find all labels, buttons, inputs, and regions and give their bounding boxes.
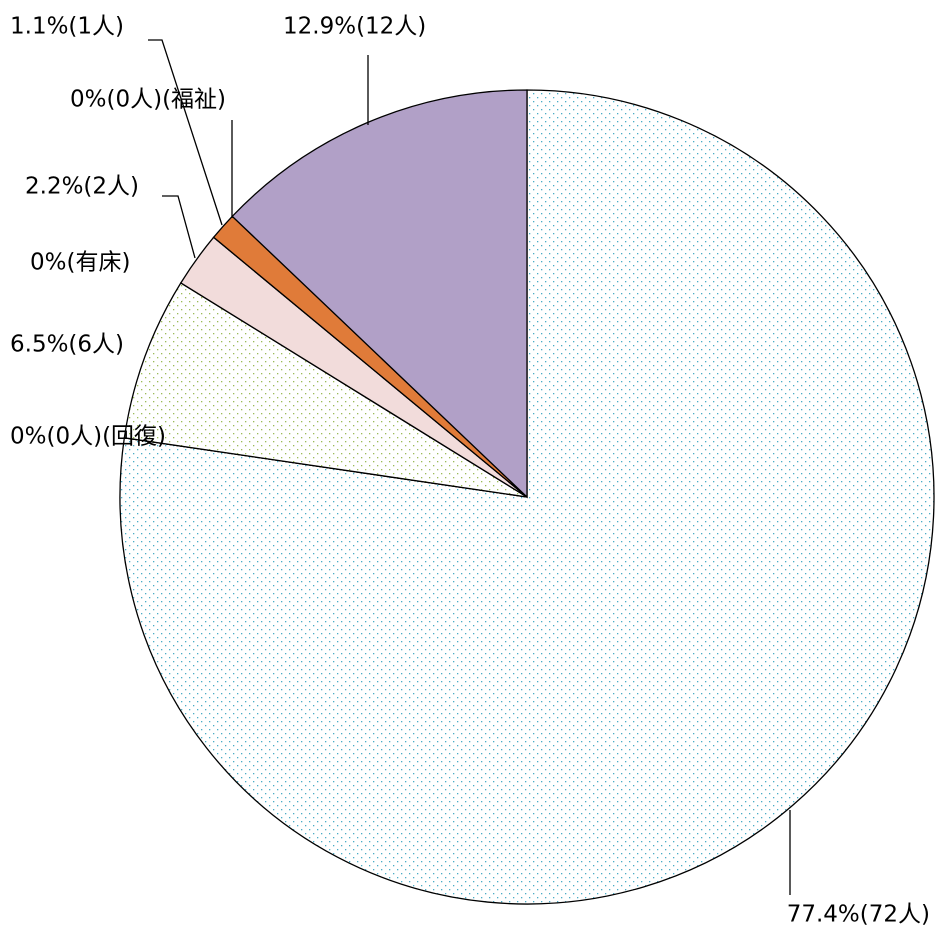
pie-slice xyxy=(231,89,528,499)
pie xyxy=(119,89,935,905)
leader-line xyxy=(148,39,223,226)
data-label: 12.9%(12人) xyxy=(283,14,426,40)
data-label: 0%(0人)(回復) xyxy=(10,424,166,450)
data-label: 1.1%(1人) xyxy=(10,14,124,40)
data-label: 0%(有床) xyxy=(30,250,130,276)
leader-line xyxy=(162,195,196,259)
data-label: 0%(0人)(福祉) xyxy=(70,87,226,113)
pie-slice xyxy=(123,282,528,498)
labels: 77.4%(72人) 0%(0人)(回復) 6.5%(6人) 0%(有床) 2.2%(2… xyxy=(10,14,930,928)
data-label: 2.2%(2人) xyxy=(25,174,139,200)
data-label: 77.4%(72人) xyxy=(787,902,930,928)
data-label: 6.5%(6人) xyxy=(10,332,124,358)
